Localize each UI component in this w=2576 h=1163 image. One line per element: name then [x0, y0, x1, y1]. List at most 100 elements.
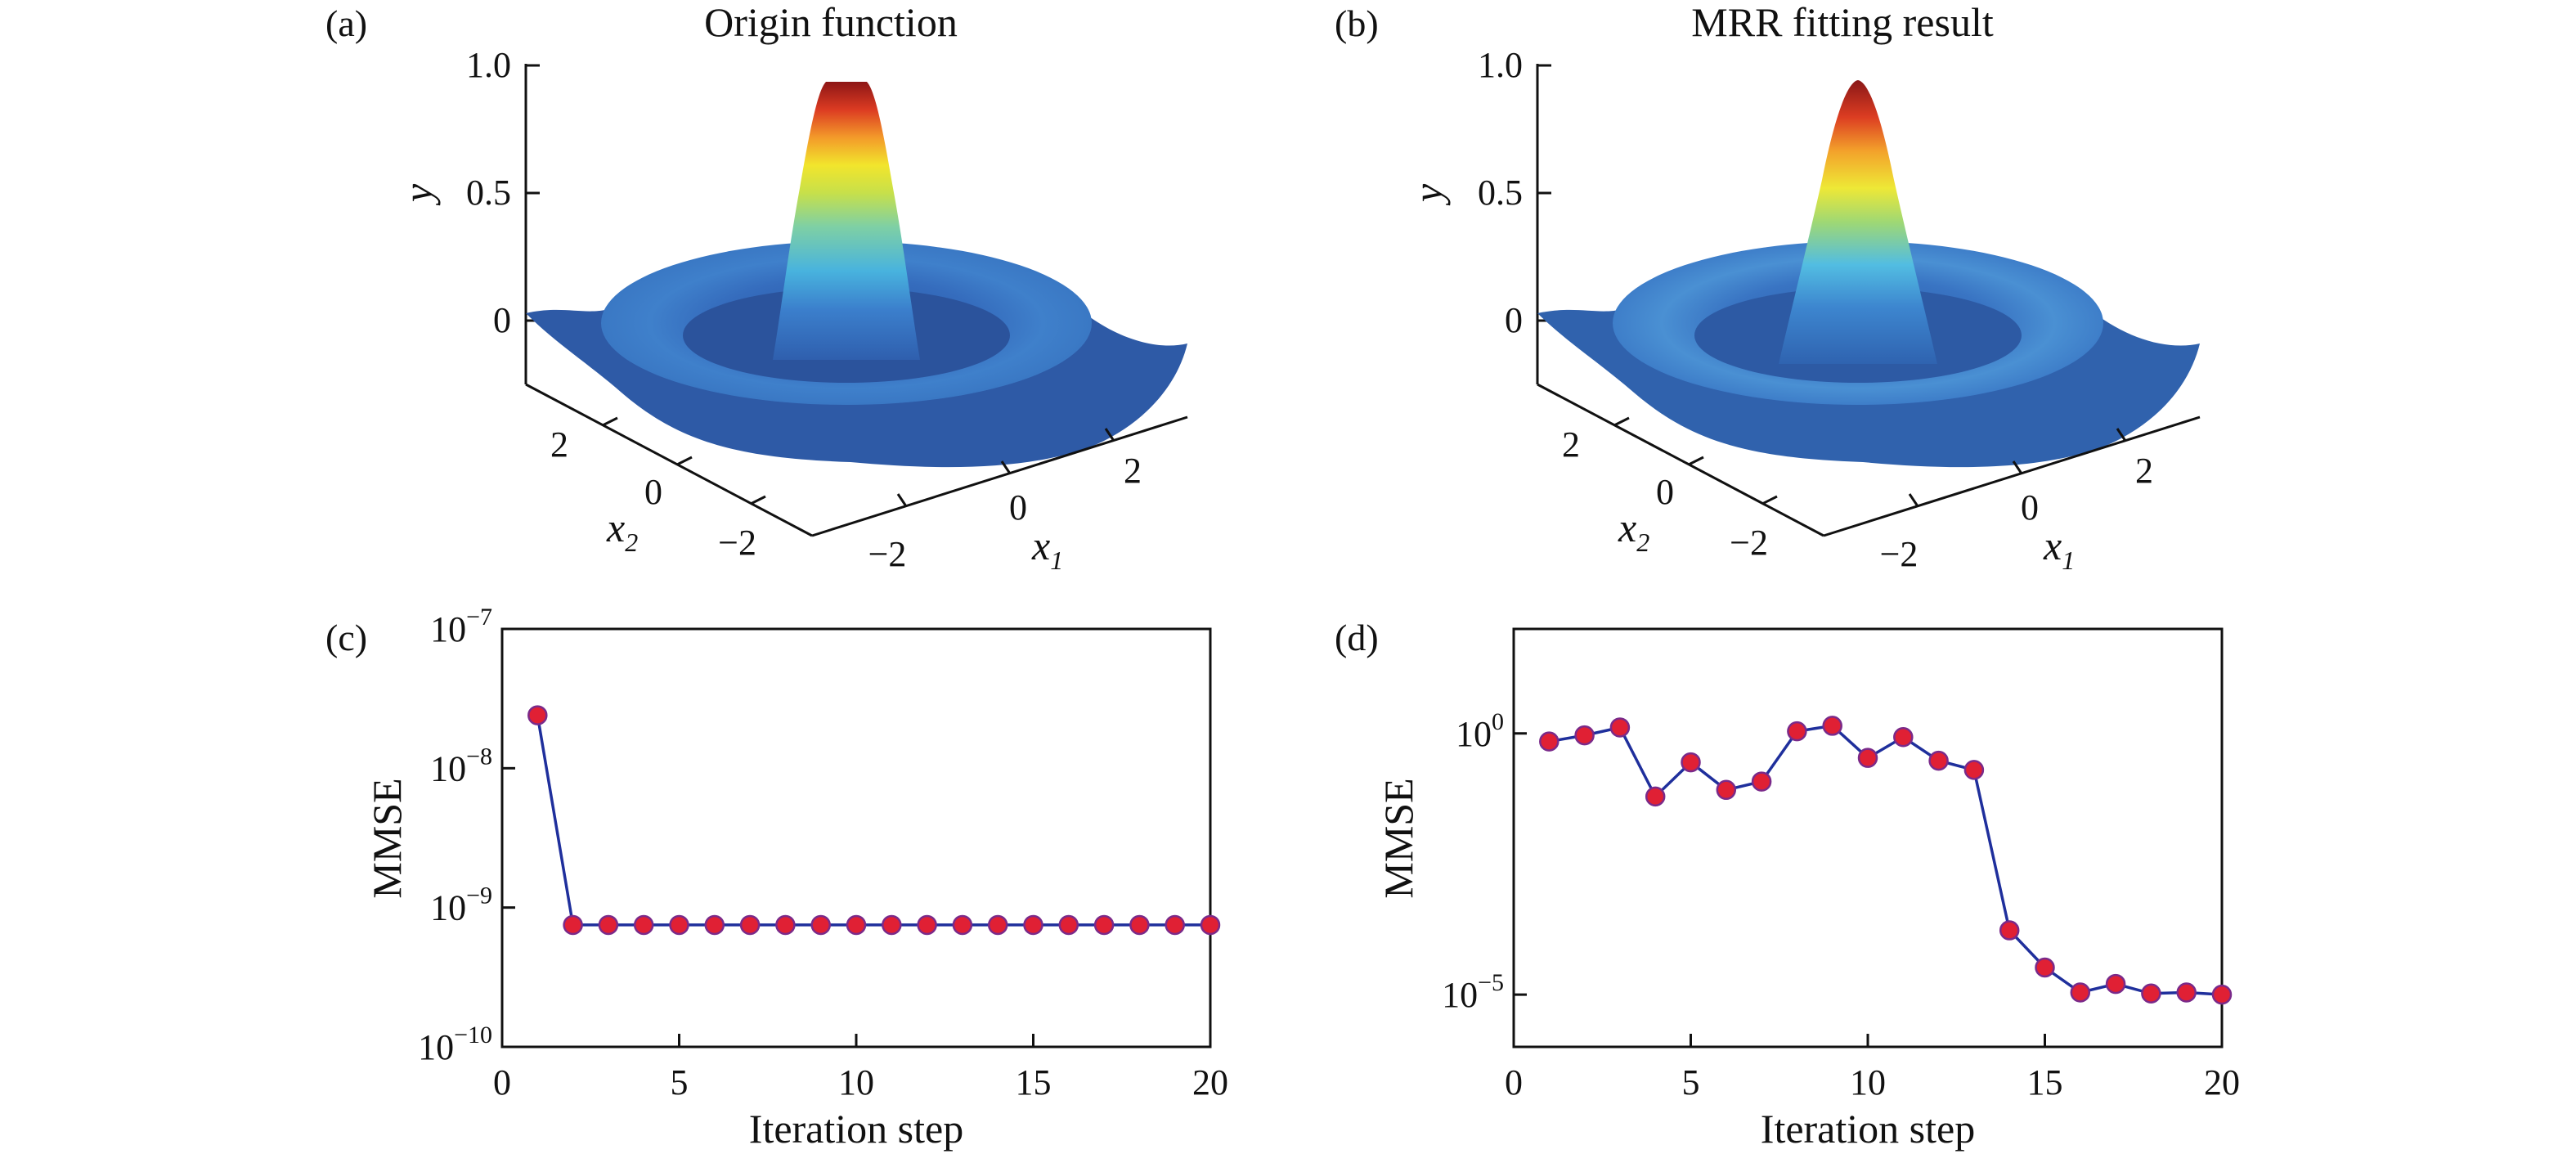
panel-a-x1-axis: [811, 415, 1188, 537]
panel-b-x1-tick: [1908, 493, 1919, 507]
panel-b-x1-tick-label: −2: [1880, 534, 1919, 574]
panel-a-x1-tick-label: 2: [1124, 451, 1142, 491]
panel-a-z-tick-label: 1.0: [466, 45, 511, 85]
panel-a-letter: (a): [325, 2, 367, 44]
data-point: [952, 914, 973, 936]
panel-b-x1-label: x1: [2043, 523, 2075, 575]
y-tick-label: 10−5: [1442, 969, 1504, 1015]
panel-b-x2-label: x2: [1618, 505, 1649, 557]
panel-d-line-plot: (d) 100 10−5 0 5 10 15 20 Iteration step MMSE: [1335, 617, 2240, 1152]
panel-b-title: MRR fitting result: [1691, 0, 1994, 45]
panel-d-letter: (d): [1335, 617, 1379, 658]
panel-a-x2-label: x2: [606, 505, 638, 557]
data-point: [1999, 920, 2020, 941]
data-point: [563, 914, 583, 936]
panel-a-x2-tick: [750, 495, 766, 505]
data-point: [1058, 914, 1079, 936]
data-point: [1023, 914, 1043, 936]
data-point: [1165, 914, 1185, 936]
panel-d-y-label: MMSE: [1376, 778, 1421, 898]
panel-c-line-plot: (c) 10−7 10−8 10−9 10−10 0 5 10 15 20 Iteration…: [325, 604, 1228, 1152]
data-point: [1928, 750, 1949, 771]
panel-d-x-ticks: 0 5 10 15 20: [1505, 1034, 2240, 1102]
panel-d-y-ticks: 100 10−5: [1442, 708, 1527, 1015]
panel-a-x1-tick: [1000, 460, 1012, 474]
data-point: [810, 914, 831, 936]
panel-b-z-tick-label: 0.5: [1478, 173, 1523, 213]
data-point: [987, 914, 1008, 936]
x-tick-label: 20: [1192, 1062, 1228, 1102]
data-point: [2141, 983, 2161, 1004]
data-point: [2070, 982, 2091, 1003]
x-tick-label: 10: [838, 1062, 874, 1102]
data-point: [704, 914, 725, 936]
panel-b-x1-axis: [1823, 415, 2201, 537]
data-point: [2176, 982, 2197, 1003]
data-point: [775, 914, 796, 936]
panel-b-surface-plot: (b) MRR fitting result 1.0 0.5 0 y 2 0 −…: [1335, 0, 2201, 575]
panel-b-x1-tick: [2012, 460, 2023, 474]
panel-c-y-ticks: 10−7 10−8 10−9 10−10: [418, 604, 515, 1067]
panel-c-x-label: Iteration step: [749, 1106, 963, 1152]
data-point: [2035, 957, 2055, 978]
data-point: [1574, 725, 1595, 746]
panel-c-letter: (c): [325, 617, 367, 658]
y-tick-label: 10−7: [430, 604, 492, 649]
panel-a-z-tick-label: 0: [493, 300, 511, 340]
panel-a-x1-tick: [896, 493, 908, 507]
panel-d-x-label: Iteration step: [1761, 1106, 1975, 1152]
panel-a-x1-tick-label: 0: [1009, 487, 1027, 528]
panel-c-axes-frame: [500, 627, 1212, 1048]
data-point: [1645, 786, 1666, 807]
panel-a-surface-peak: [773, 82, 920, 360]
data-point: [1609, 717, 1631, 738]
panel-b-x2-tick: [1613, 416, 1630, 427]
data-point: [1857, 748, 1878, 768]
panel-a-surface-plot: (a) Origin function 1.0 0.5 0 y 2 0 −2 −…: [325, 0, 1188, 575]
data-point: [598, 914, 619, 936]
x-tick-label: 5: [671, 1062, 689, 1102]
data-point: [1963, 760, 1985, 780]
panel-b-surface: [1537, 80, 2200, 468]
data-point: [1716, 779, 1737, 801]
data-point: [1200, 914, 1221, 936]
x-tick-label: 0: [1505, 1062, 1523, 1102]
panel-b-z-tick-label: 1.0: [1478, 45, 1523, 85]
panel-a-surface: [526, 82, 1187, 468]
y-tick-label: 10−8: [430, 743, 492, 788]
panel-c-y-label: MMSE: [364, 778, 410, 898]
data-point: [739, 914, 761, 936]
panel-c-x-ticks: 0 5 10 15 20: [493, 1034, 1228, 1102]
panel-b-x2-tick-label: 0: [1656, 472, 1674, 512]
data-point: [527, 705, 548, 725]
panel-a-x2-tick-label: −2: [718, 523, 756, 563]
data-point: [669, 914, 689, 936]
panel-a-x2-axis: [525, 383, 813, 537]
panel-a-x2-tick-label: 2: [550, 424, 568, 465]
data-point: [1539, 731, 1560, 752]
data-point: [2211, 984, 2233, 1005]
data-point: [633, 914, 654, 936]
data-point: [1681, 752, 1701, 773]
data-point: [1893, 727, 1914, 748]
panel-b-x1-tick-label: 0: [2021, 487, 2039, 528]
panel-d-series: [1539, 716, 2233, 1005]
panel-b-x1-tick: [2116, 428, 2127, 442]
panel-a-z-label: y: [395, 183, 441, 206]
panel-b-x2-axis: [1537, 383, 1824, 537]
data-point: [2105, 973, 2126, 995]
panel-b-x2-tick: [1688, 456, 1704, 466]
panel-a-x2-tick: [602, 416, 618, 427]
series-line: [1549, 724, 2223, 996]
panel-b-letter: (b): [1335, 2, 1379, 44]
data-point: [882, 914, 902, 936]
panel-a-title: Origin function: [704, 0, 958, 45]
panel-b-z-tick-label: 0: [1505, 300, 1523, 340]
data-point: [917, 914, 937, 936]
panel-b-z-label: y: [1405, 183, 1451, 206]
data-point: [1129, 914, 1150, 936]
panel-a-z-tick-label: 0.5: [466, 173, 511, 213]
data-point: [1093, 914, 1115, 936]
panel-c-series: [527, 705, 1221, 936]
